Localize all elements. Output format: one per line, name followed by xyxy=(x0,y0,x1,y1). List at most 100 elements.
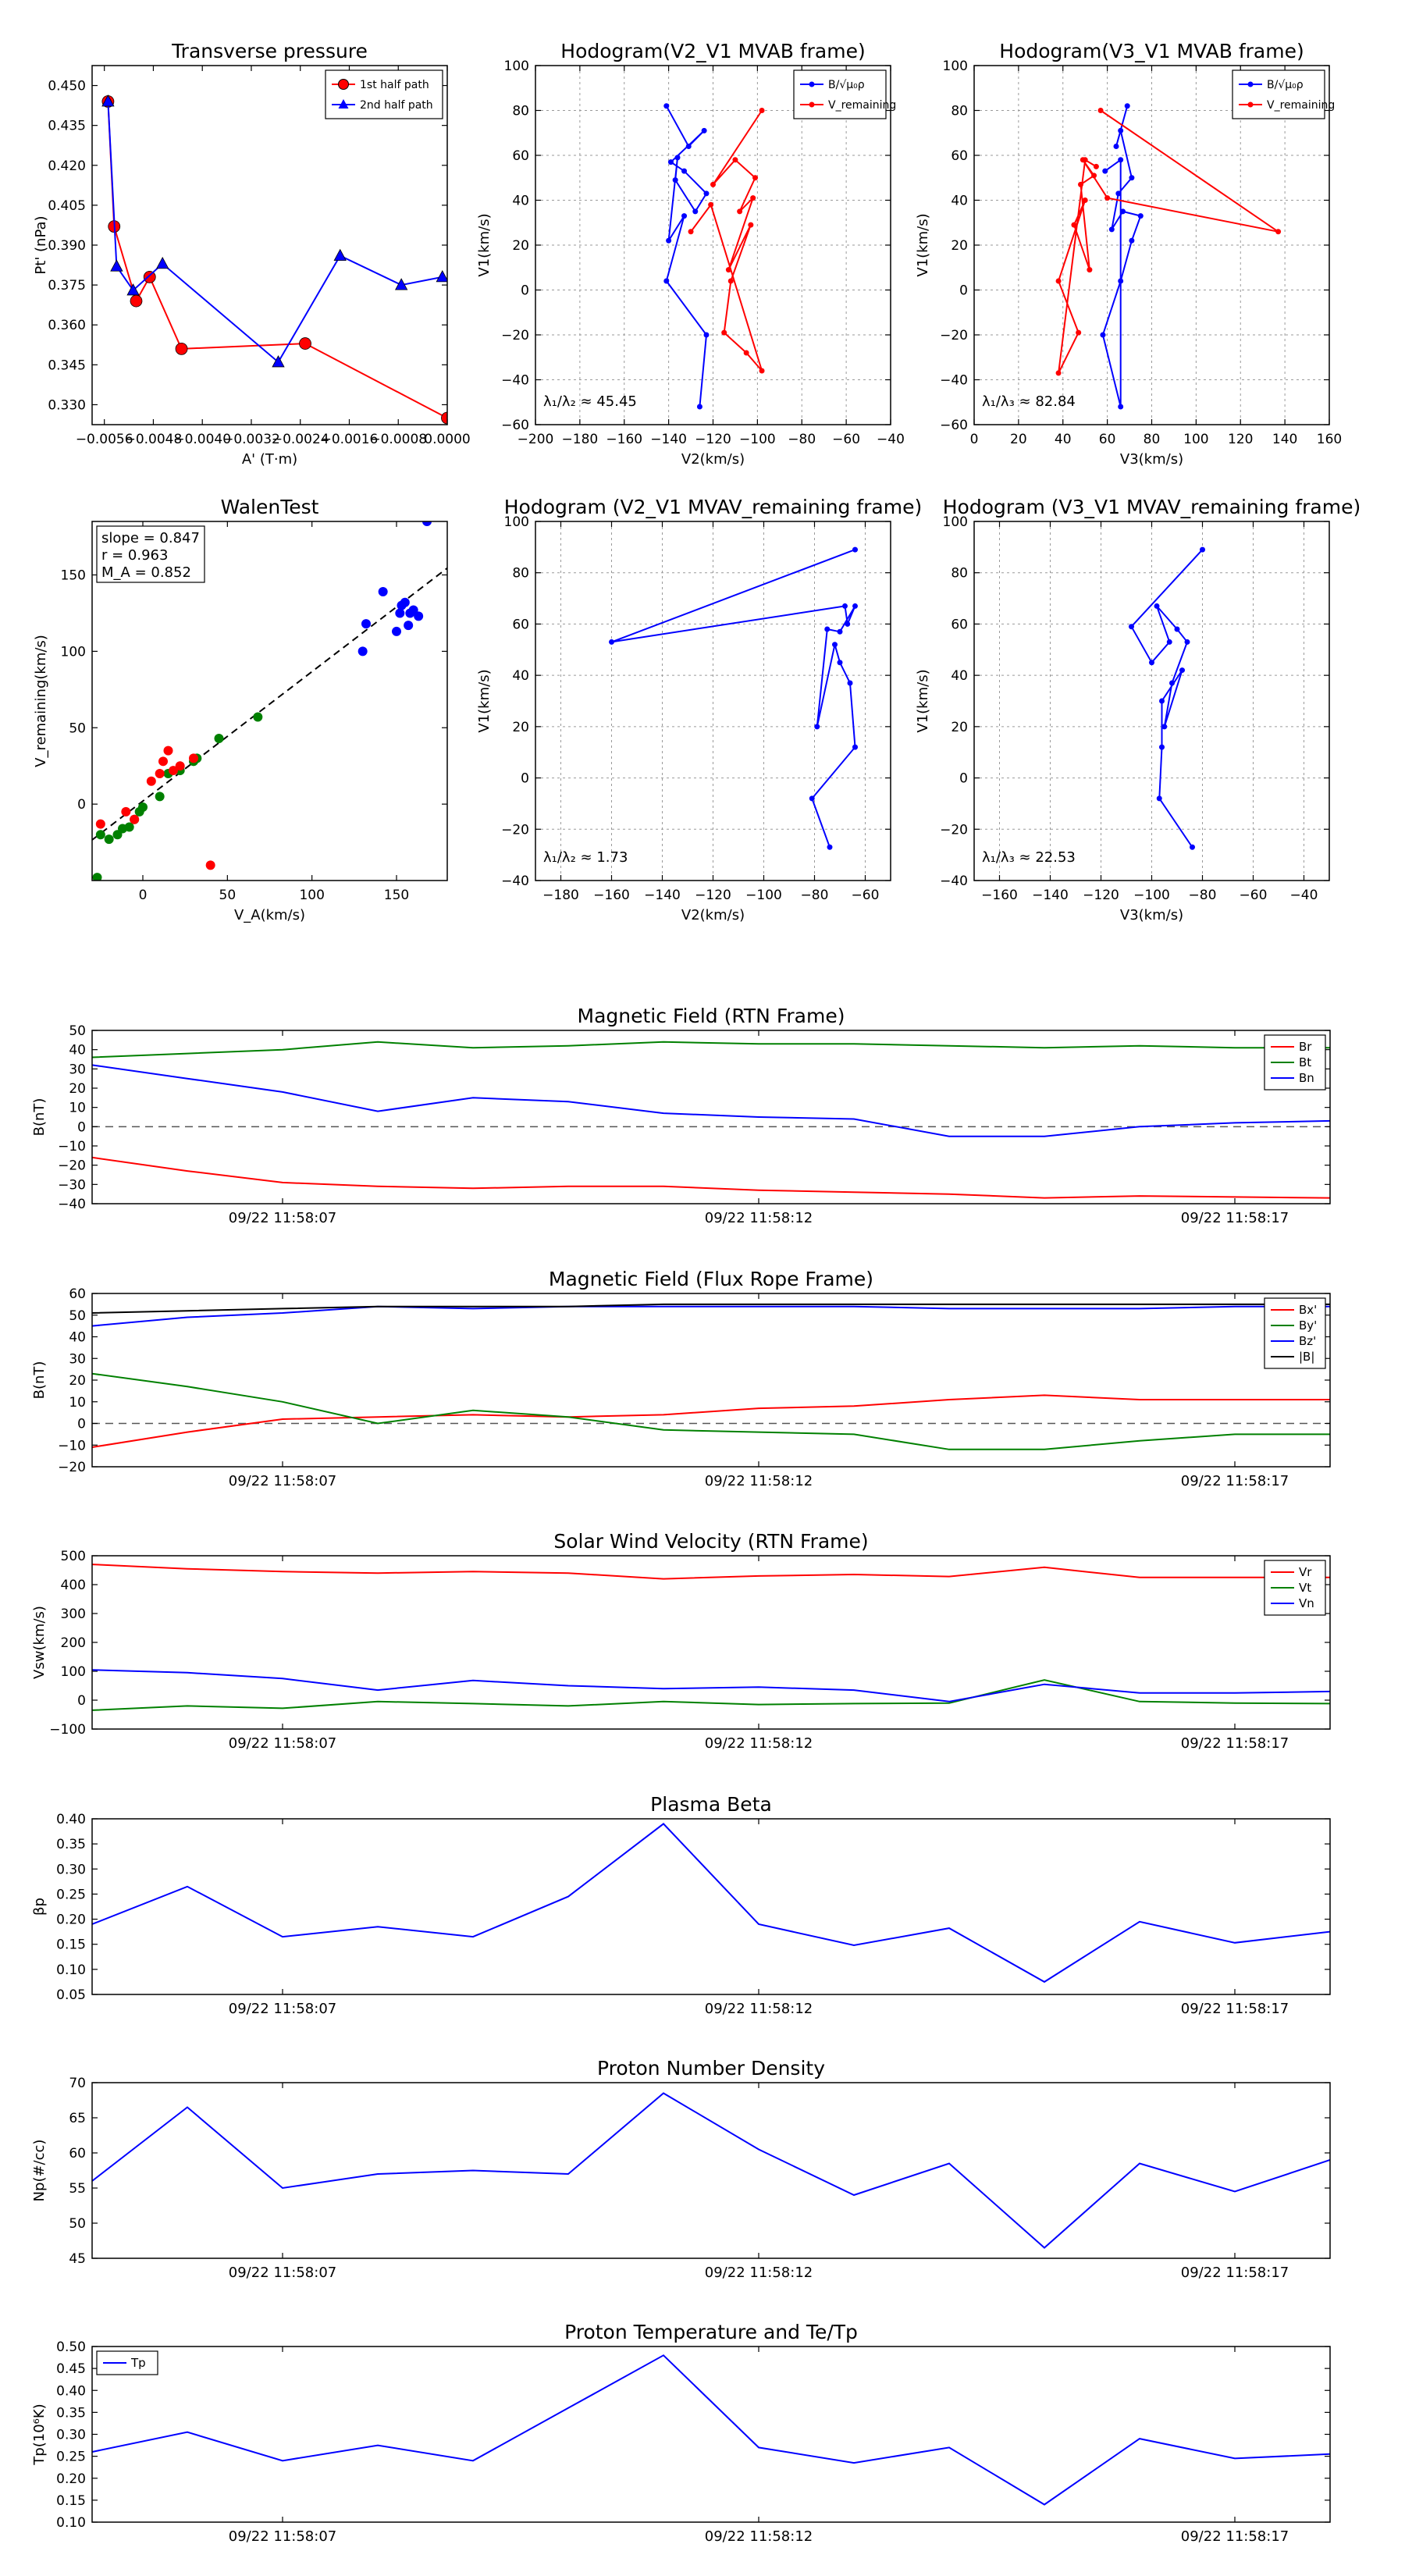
y-tick-label: 50 xyxy=(69,720,86,736)
y-tick-label: −30 xyxy=(58,1177,86,1193)
chart-magnetic-field-rtn: Magnetic Field (RTN Frame) 09/22 11:58:07… xyxy=(31,1005,1331,1226)
y-tick-label: 50 xyxy=(69,2216,86,2232)
data-point xyxy=(710,181,716,187)
data-point xyxy=(852,744,858,750)
data-point xyxy=(205,860,215,870)
plot-area xyxy=(92,1303,1330,1450)
y-tick-label: 0.30 xyxy=(56,2428,86,2443)
x-tick-label: −60 xyxy=(1240,888,1268,903)
data-point xyxy=(155,768,165,778)
eigenvalue-ratio-annotation: λ₁/λ₂ ≈ 1.73 xyxy=(543,849,628,866)
data-point xyxy=(674,155,681,161)
x-tick-label: 09/22 11:58:07 xyxy=(229,2528,336,2545)
y-axis-label: B(nT) xyxy=(31,1098,48,1137)
y-axis-label: V_remaining(km/s) xyxy=(33,635,49,767)
data-point xyxy=(837,628,843,635)
data-point xyxy=(441,411,447,425)
series-bx-line xyxy=(92,1394,1330,1448)
data-point xyxy=(727,278,734,284)
chart-title: Proton Number Density xyxy=(597,2057,825,2080)
y-tick-label: −40 xyxy=(501,373,529,389)
x-tick-label: 140 xyxy=(1272,432,1297,447)
chart-title: Magnetic Field (Flux Rope Frame) xyxy=(549,1268,873,1290)
y-tick-label: 0 xyxy=(77,797,86,813)
x-tick-label: −0.0040 xyxy=(173,432,231,447)
y-tick-label: 20 xyxy=(951,720,968,735)
data-point xyxy=(1093,163,1099,169)
fit-line xyxy=(92,567,447,841)
x-tick-label: 100 xyxy=(299,888,324,903)
y-tick-label: 0.35 xyxy=(56,2405,86,2421)
y-tick-label: 10 xyxy=(69,1395,86,1411)
legend-label: Bx' xyxy=(1299,1303,1317,1317)
data-point xyxy=(1179,667,1185,674)
x-tick-label: 09/22 11:58:17 xyxy=(1181,2001,1289,2017)
x-tick-label: 09/22 11:58:17 xyxy=(1181,2265,1289,2281)
legend: Tp xyxy=(96,2350,158,2375)
y-tick-label: 0 xyxy=(959,771,968,787)
data-point xyxy=(681,168,688,174)
data-point xyxy=(824,626,831,632)
y-tick-label: 50 xyxy=(69,1023,86,1039)
x-tick-label: −80 xyxy=(788,432,816,447)
y-tick-label: 0.15 xyxy=(56,2493,86,2509)
x-tick-label: 09/22 11:58:12 xyxy=(705,2265,813,2281)
data-point xyxy=(667,159,674,165)
y-tick-label: 0.30 xyxy=(56,1862,86,1877)
x-tick-label: −180 xyxy=(562,432,599,447)
data-point xyxy=(721,329,727,336)
series-np-line xyxy=(92,2092,1330,2249)
data-point xyxy=(1118,157,1124,163)
x-tick-label: −0.0024 xyxy=(272,432,329,447)
data-point xyxy=(1087,267,1093,273)
data-point xyxy=(400,597,410,607)
series-tp-line xyxy=(92,2354,1330,2506)
axes-frame xyxy=(91,65,448,425)
data-point xyxy=(1082,197,1088,203)
chart-hodogram-v2-v1-mvav: Hodogram (V2_V1 MVAV_remaining frame) −18… xyxy=(476,496,922,923)
data-point xyxy=(672,177,678,183)
y-tick-label: 400 xyxy=(61,1578,86,1593)
plot-area xyxy=(1055,103,1282,410)
data-point xyxy=(395,608,405,618)
y-tick-label: 50 xyxy=(69,1308,86,1324)
data-point xyxy=(253,712,263,722)
data-point xyxy=(701,127,707,133)
y-tick-label: 20 xyxy=(512,238,529,254)
data-point xyxy=(837,660,843,666)
x-tick-label: 09/22 11:58:07 xyxy=(229,2001,336,2017)
data-point xyxy=(845,621,851,627)
chart-hodogram-v3-v1-mvab: Hodogram(V3_V1 MVAB frame) 0 20 40 60 80 100 12… xyxy=(915,40,1342,468)
x-tick-label: −160 xyxy=(606,432,642,447)
series-bn-line xyxy=(92,1064,1330,1137)
series-v-remaining-line xyxy=(690,109,763,372)
data-point xyxy=(404,621,414,631)
data-point xyxy=(750,195,756,201)
y-tick-label: 0.35 xyxy=(56,1837,86,1852)
chart-magnetic-field-flux-rope: Magnetic Field (Flux Rope Frame) 09/22 11… xyxy=(31,1268,1331,1489)
series-vt-line xyxy=(92,1679,1330,1711)
axes-frame xyxy=(91,1555,1331,1730)
y-axis-label: Pt' (nPa) xyxy=(33,215,49,274)
data-point xyxy=(1104,195,1111,201)
x-tick-label: −40 xyxy=(1290,888,1318,903)
y-tick-label: 100 xyxy=(61,644,86,660)
y-tick-label: 0.10 xyxy=(56,1962,86,1978)
x-tick-label: 09/22 11:58:17 xyxy=(1181,1210,1289,1226)
data-point xyxy=(1097,108,1104,113)
legend-marker xyxy=(809,101,815,108)
y-tick-label: 40 xyxy=(951,194,968,209)
data-point xyxy=(1115,190,1122,197)
x-tick-label: 0 xyxy=(139,888,148,903)
data-point xyxy=(1055,278,1062,284)
data-point xyxy=(1184,639,1190,645)
y-tick-label: −40 xyxy=(940,373,968,389)
data-point xyxy=(832,642,838,648)
x-tick-label: −60 xyxy=(832,432,860,447)
x-axis-label: V3(km/s) xyxy=(1120,451,1183,468)
data-point xyxy=(847,680,853,686)
chart-title: Hodogram (V3_V1 MVAV_remaining frame) xyxy=(943,496,1361,518)
data-point xyxy=(1076,329,1082,336)
y-tick-label: −60 xyxy=(501,418,529,433)
y-tick-label: 20 xyxy=(951,238,968,254)
